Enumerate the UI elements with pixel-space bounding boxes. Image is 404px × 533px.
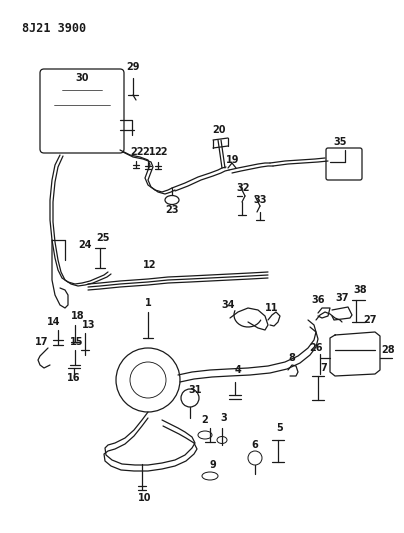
Text: 14: 14 [47, 317, 61, 327]
Text: 34: 34 [221, 300, 235, 310]
Text: 38: 38 [353, 285, 367, 295]
Text: 27: 27 [363, 315, 377, 325]
Text: 4: 4 [235, 365, 241, 375]
Text: 33: 33 [253, 195, 267, 205]
Text: 11: 11 [265, 303, 279, 313]
Text: 1: 1 [145, 298, 152, 308]
Text: 26: 26 [309, 343, 323, 353]
Text: 19: 19 [226, 155, 240, 165]
Text: 25: 25 [96, 233, 110, 243]
Text: 9: 9 [210, 460, 217, 470]
Text: 8J21 3900: 8J21 3900 [22, 22, 86, 35]
Text: 13: 13 [82, 320, 96, 330]
Text: 31: 31 [188, 385, 202, 395]
Text: 29: 29 [126, 62, 140, 72]
Text: 16: 16 [67, 373, 81, 383]
Text: 15: 15 [70, 337, 84, 347]
Text: 36: 36 [311, 295, 325, 305]
Text: 24: 24 [78, 240, 92, 250]
Text: 7: 7 [321, 363, 327, 373]
Text: 28: 28 [381, 345, 395, 355]
Text: 3: 3 [221, 413, 227, 423]
Text: 30: 30 [75, 73, 89, 83]
Text: 2: 2 [202, 415, 208, 425]
Text: 5: 5 [277, 423, 283, 433]
Text: 37: 37 [335, 293, 349, 303]
Text: 22: 22 [130, 147, 144, 157]
Text: 20: 20 [212, 125, 226, 135]
Text: 10: 10 [138, 493, 152, 503]
Text: 32: 32 [236, 183, 250, 193]
Text: 23: 23 [165, 205, 179, 215]
Text: 8: 8 [288, 353, 295, 363]
Text: 18: 18 [71, 311, 85, 321]
Text: 12: 12 [143, 260, 157, 270]
Text: 21: 21 [142, 147, 156, 157]
Text: 17: 17 [35, 337, 49, 347]
Text: 22: 22 [154, 147, 168, 157]
Text: 6: 6 [252, 440, 259, 450]
Text: 35: 35 [333, 137, 347, 147]
